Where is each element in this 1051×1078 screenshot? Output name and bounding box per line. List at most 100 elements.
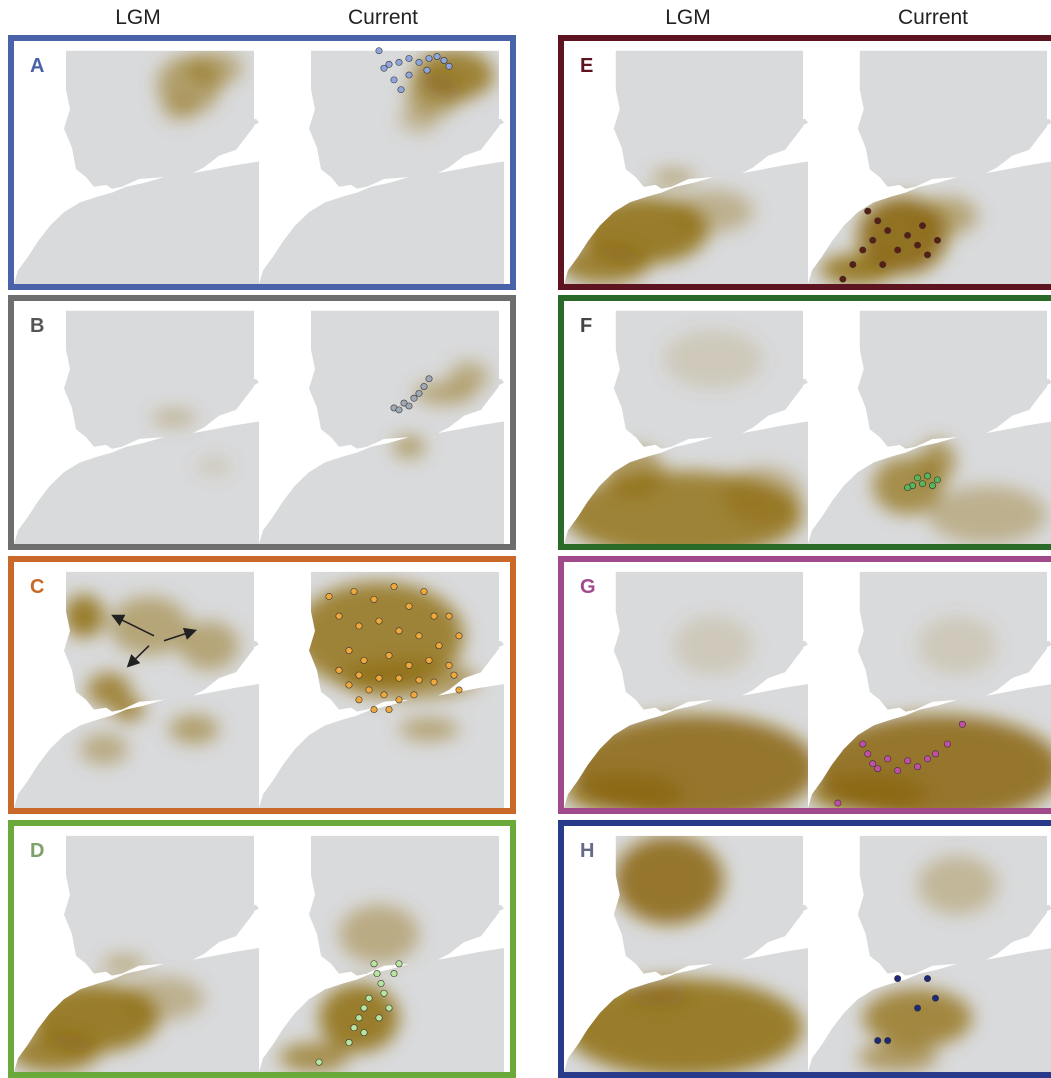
suitability-patch (917, 855, 998, 915)
arrow (163, 627, 198, 642)
occurrence-dot (390, 583, 398, 591)
occurrence-dot (425, 375, 433, 383)
occurrence-dot (410, 394, 418, 402)
suitability-patch (449, 361, 489, 393)
occurrence-dot (958, 720, 966, 728)
occurrence-dot (894, 975, 902, 982)
occurrence-dot (355, 671, 363, 679)
panel-label: A (30, 55, 45, 77)
panel-map (564, 310, 1051, 544)
dispersal-arrows (111, 614, 198, 668)
occurrence-dot (433, 53, 441, 60)
current-map (259, 571, 504, 808)
occurrence-dot (430, 612, 438, 620)
occurrence-dot (904, 231, 912, 239)
suitability-patch (564, 978, 804, 1072)
occurrence-dot (395, 627, 403, 635)
suitability-layer (157, 50, 242, 123)
occurrence-dot (345, 681, 353, 689)
occurrence-dot (430, 678, 438, 686)
occurrence-dot (435, 642, 443, 650)
occurrence-dot (325, 592, 333, 600)
occurrence-dot (455, 632, 463, 640)
panel-map (14, 47, 504, 284)
occurrence-points (834, 720, 966, 807)
occurrence-dot (933, 476, 941, 484)
occurrence-dot (859, 246, 867, 254)
suitability-layer (152, 409, 232, 476)
panel-b: B (8, 295, 516, 550)
suitability-patch (564, 773, 684, 808)
occurrence-dot (929, 482, 936, 490)
current-map (259, 47, 504, 284)
current-map (807, 835, 1051, 1072)
suitability-patch (723, 466, 804, 525)
occurrence-dot (405, 602, 413, 610)
panel-map (14, 571, 504, 808)
occurrence-dot (884, 755, 892, 763)
suitability-layer (807, 616, 1051, 808)
occurrence-dot (933, 236, 941, 244)
suitability-patch (80, 733, 128, 765)
panel-label: F (580, 315, 593, 337)
occurrence-dot (375, 47, 383, 55)
occurrence-points (315, 960, 403, 1066)
suitability-patch (819, 253, 896, 284)
occurrence-dot (931, 750, 939, 758)
occurrence-points (325, 583, 463, 714)
current-map (807, 50, 1051, 284)
occurrence-dot (395, 960, 403, 968)
suitability-patch (857, 1042, 938, 1072)
occurrence-dot (839, 275, 847, 283)
occurrence-dot (385, 1004, 393, 1012)
suitability-patch (613, 835, 724, 925)
panel-label: G (580, 576, 596, 598)
suitability-layer (399, 50, 494, 134)
panel-f: F (558, 295, 1051, 550)
suitability-patch (862, 988, 973, 1048)
occurrence-dot (924, 755, 931, 763)
occurrence-dot (373, 970, 381, 978)
suitability-patch (399, 717, 459, 742)
suitability-layer (564, 835, 804, 1072)
suitability-patch (152, 409, 196, 426)
occurrence-dot (395, 406, 403, 414)
suitability-patch (399, 104, 439, 134)
panel-label: C (30, 576, 45, 598)
occurrence-dot (405, 661, 413, 669)
panel-label: H (580, 840, 595, 862)
occurrence-dot (924, 975, 931, 982)
occurrence-dot (415, 389, 423, 397)
occurrence-dot (849, 261, 857, 268)
occurrence-dot (874, 1037, 882, 1044)
occurrence-dot (385, 706, 393, 714)
occurrence-dot (405, 71, 413, 79)
suitability-patch (169, 714, 219, 745)
lgm-map (14, 571, 259, 808)
occurrence-dot (924, 472, 931, 480)
occurrence-points (904, 472, 941, 492)
occurrence-dot (919, 480, 927, 488)
occurrence-dot (335, 666, 343, 674)
occurrence-dot (375, 1014, 383, 1022)
occurrence-dot (395, 696, 403, 704)
land-mass (14, 310, 259, 544)
occurrence-dot (360, 1029, 368, 1037)
suitability-patch (14, 1032, 99, 1072)
occurrence-dot (385, 60, 393, 68)
suitability-patch (279, 1042, 349, 1072)
occurrence-points (839, 207, 941, 283)
column-header-lgm-left: LGM (115, 6, 161, 29)
suitability-patch (87, 672, 131, 708)
occurrence-dot (420, 383, 428, 390)
occurrence-dot (864, 207, 872, 215)
panel-label: B (30, 315, 45, 337)
lgm-map (564, 50, 808, 284)
column-header-current-left: Current (347, 6, 419, 29)
occurrence-dot (410, 691, 418, 699)
occurrence-dot (869, 236, 877, 244)
suitability-patch (651, 169, 696, 185)
panel-c: C (8, 556, 516, 814)
arrow (126, 645, 150, 668)
suitability-patch (673, 189, 754, 233)
